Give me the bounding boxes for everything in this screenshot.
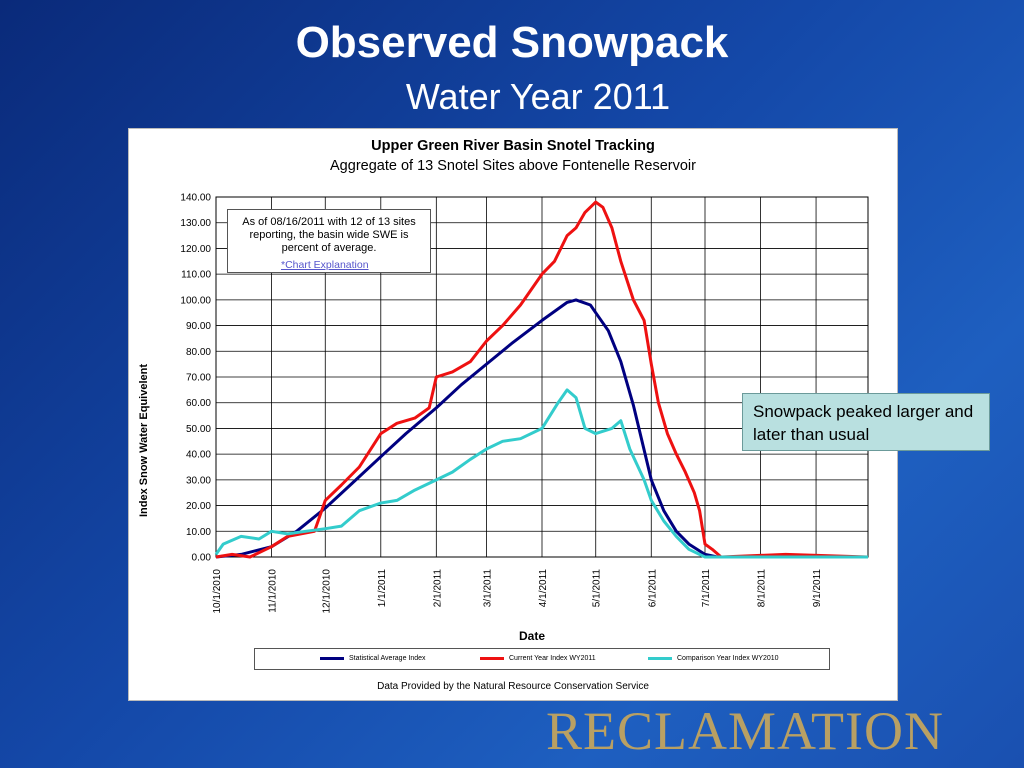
y-tick-label: 120.00 bbox=[180, 244, 211, 255]
x-tick-label: 8/1/2011 bbox=[757, 569, 768, 608]
source-note: Data Provided by the Natural Resource Co… bbox=[377, 681, 649, 692]
y-tick-label: 80.00 bbox=[186, 347, 211, 358]
y-tick-label: 10.00 bbox=[186, 527, 211, 538]
series-line-statistical bbox=[215, 298, 868, 559]
x-axis-label: Date bbox=[519, 629, 546, 643]
legend-label-current: Current Year Index WY2011 bbox=[509, 655, 596, 662]
x-tick-label: 6/1/2011 bbox=[647, 569, 658, 608]
legend-swatch-comparison bbox=[648, 657, 672, 660]
info-box-text: As of 08/16/2011 with 12 of 13 sites rep… bbox=[242, 216, 416, 254]
y-tick-label: 40.00 bbox=[186, 450, 211, 461]
legend-swatch-statistical bbox=[320, 657, 344, 660]
x-tick-label: 11/1/2010 bbox=[268, 569, 279, 613]
legend-item-current: Current Year Index WY2011 bbox=[480, 655, 596, 662]
callout-box: Snowpack peaked larger and later than us… bbox=[742, 393, 990, 451]
slide-subtitle: Water Year 2011 bbox=[405, 76, 671, 117]
y-tick-label: 20.00 bbox=[186, 501, 211, 512]
y-tick-label: 140.00 bbox=[180, 193, 211, 204]
legend: Statistical Average Index Current Year I… bbox=[254, 648, 830, 670]
legend-item-statistical: Statistical Average Index bbox=[320, 655, 426, 662]
x-tick-label: 10/1/2010 bbox=[212, 569, 223, 614]
x-tick-label: 2/1/2011 bbox=[432, 569, 443, 608]
x-tick-label: 7/1/2011 bbox=[701, 569, 712, 608]
y-axis-label: Index Snow Water Equivelent bbox=[138, 363, 150, 517]
x-tick-label: 12/1/2010 bbox=[321, 569, 332, 614]
y-tick-label: 70.00 bbox=[186, 373, 211, 384]
series-line-comparison bbox=[214, 388, 868, 559]
chart-subtitle: Aggregate of 13 Snotel Sites above Fonte… bbox=[330, 158, 696, 174]
legend-swatch-current bbox=[480, 657, 504, 660]
slide-title: Observed Snowpack bbox=[295, 18, 729, 67]
y-tick-label: 100.00 bbox=[180, 295, 211, 306]
x-tick-label: 4/1/2011 bbox=[538, 569, 549, 608]
y-tick-label: 130.00 bbox=[180, 218, 211, 229]
x-tick-label: 9/1/2011 bbox=[812, 569, 823, 608]
y-tick-label: 50.00 bbox=[186, 424, 211, 435]
y-tick-label: 60.00 bbox=[186, 398, 211, 409]
x-tick-label: 5/1/2011 bbox=[592, 569, 603, 608]
x-tick-label: 3/1/2011 bbox=[482, 569, 493, 608]
reclamation-logo: RECLAMATION bbox=[546, 701, 944, 761]
legend-item-comparison: Comparison Year Index WY2010 bbox=[648, 655, 779, 662]
chart-explanation-link[interactable]: *Chart Explanation bbox=[281, 259, 369, 271]
chart-title: Upper Green River Basin Snotel Tracking bbox=[371, 138, 655, 154]
legend-label-statistical: Statistical Average Index bbox=[349, 655, 426, 662]
y-tick-label: 110.00 bbox=[181, 270, 211, 281]
y-tick-label: 0.00 bbox=[192, 553, 212, 564]
legend-label-comparison: Comparison Year Index WY2010 bbox=[677, 655, 779, 662]
y-tick-label: 30.00 bbox=[186, 475, 211, 486]
y-tick-label: 90.00 bbox=[186, 321, 211, 332]
series-line-current bbox=[215, 200, 869, 559]
x-tick-label: 1/1/2011 bbox=[377, 569, 388, 608]
